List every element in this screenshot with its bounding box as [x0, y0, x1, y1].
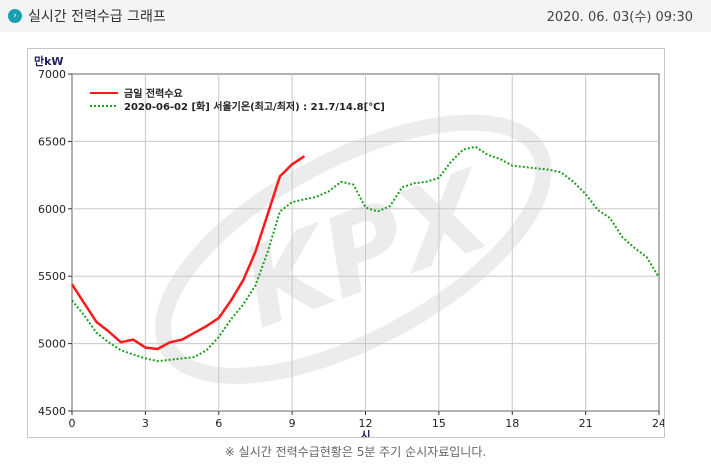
y-axis-label: 만kW — [34, 54, 64, 68]
x-axis-label: 시 — [360, 429, 370, 437]
series-line-yesterday — [71, 145, 660, 363]
x-tick-label: 21 — [579, 417, 593, 430]
watermark-swoosh — [155, 114, 552, 384]
x-tick-label: 24 — [652, 417, 664, 430]
timestamp: 2020. 06. 03(수) 09:30 — [546, 10, 693, 25]
y-tick-label: 6000 — [38, 203, 66, 216]
y-tick-label: 4500 — [38, 405, 66, 418]
circle-chevron-icon: › — [8, 9, 22, 23]
y-tick-label: 5000 — [38, 338, 66, 351]
x-tick-label: 0 — [69, 417, 76, 430]
page-title: › 실시간 전력수급 그래프 — [8, 5, 166, 27]
x-tick-label: 15 — [432, 417, 446, 430]
y-tick-label: 6500 — [38, 135, 66, 148]
x-tick-label: 18 — [505, 417, 519, 430]
legend-label-yesterday: 2020-06-02 [화] 서울기온(최고/최저) : 21.7/14.8[℃… — [124, 100, 385, 113]
y-tick-label: 7000 — [38, 68, 66, 81]
legend-label-today: 금일 전력수요 — [124, 87, 183, 100]
page-header: › 실시간 전력수급 그래프 2020. 06. 03(수) 09:30 — [0, 0, 711, 32]
x-tick-label: 9 — [289, 417, 296, 430]
series-line-today — [70, 155, 306, 351]
watermark-text: KPX — [225, 145, 509, 353]
page-title-text: 실시간 전력수급 그래프 — [28, 9, 166, 25]
x-tick-label: 6 — [215, 417, 222, 430]
power-demand-chart: KPX 4500 5000 5500 6000 6500 7000 0 3 6 9 12 15 18 21 2… — [34, 54, 666, 442]
x-tick-label: 3 — [142, 417, 149, 430]
y-tick-label: 5500 — [38, 270, 66, 283]
footer-note: ※ 실시간 전력수급현황은 5분 주기 순시자료입니다. — [224, 445, 487, 459]
x-tick-label: 12 — [359, 417, 373, 430]
chart-panel: KPX 4500 5000 5500 6000 6500 7000 0 3 6 9 12 15 18 21 2… — [27, 48, 666, 442]
